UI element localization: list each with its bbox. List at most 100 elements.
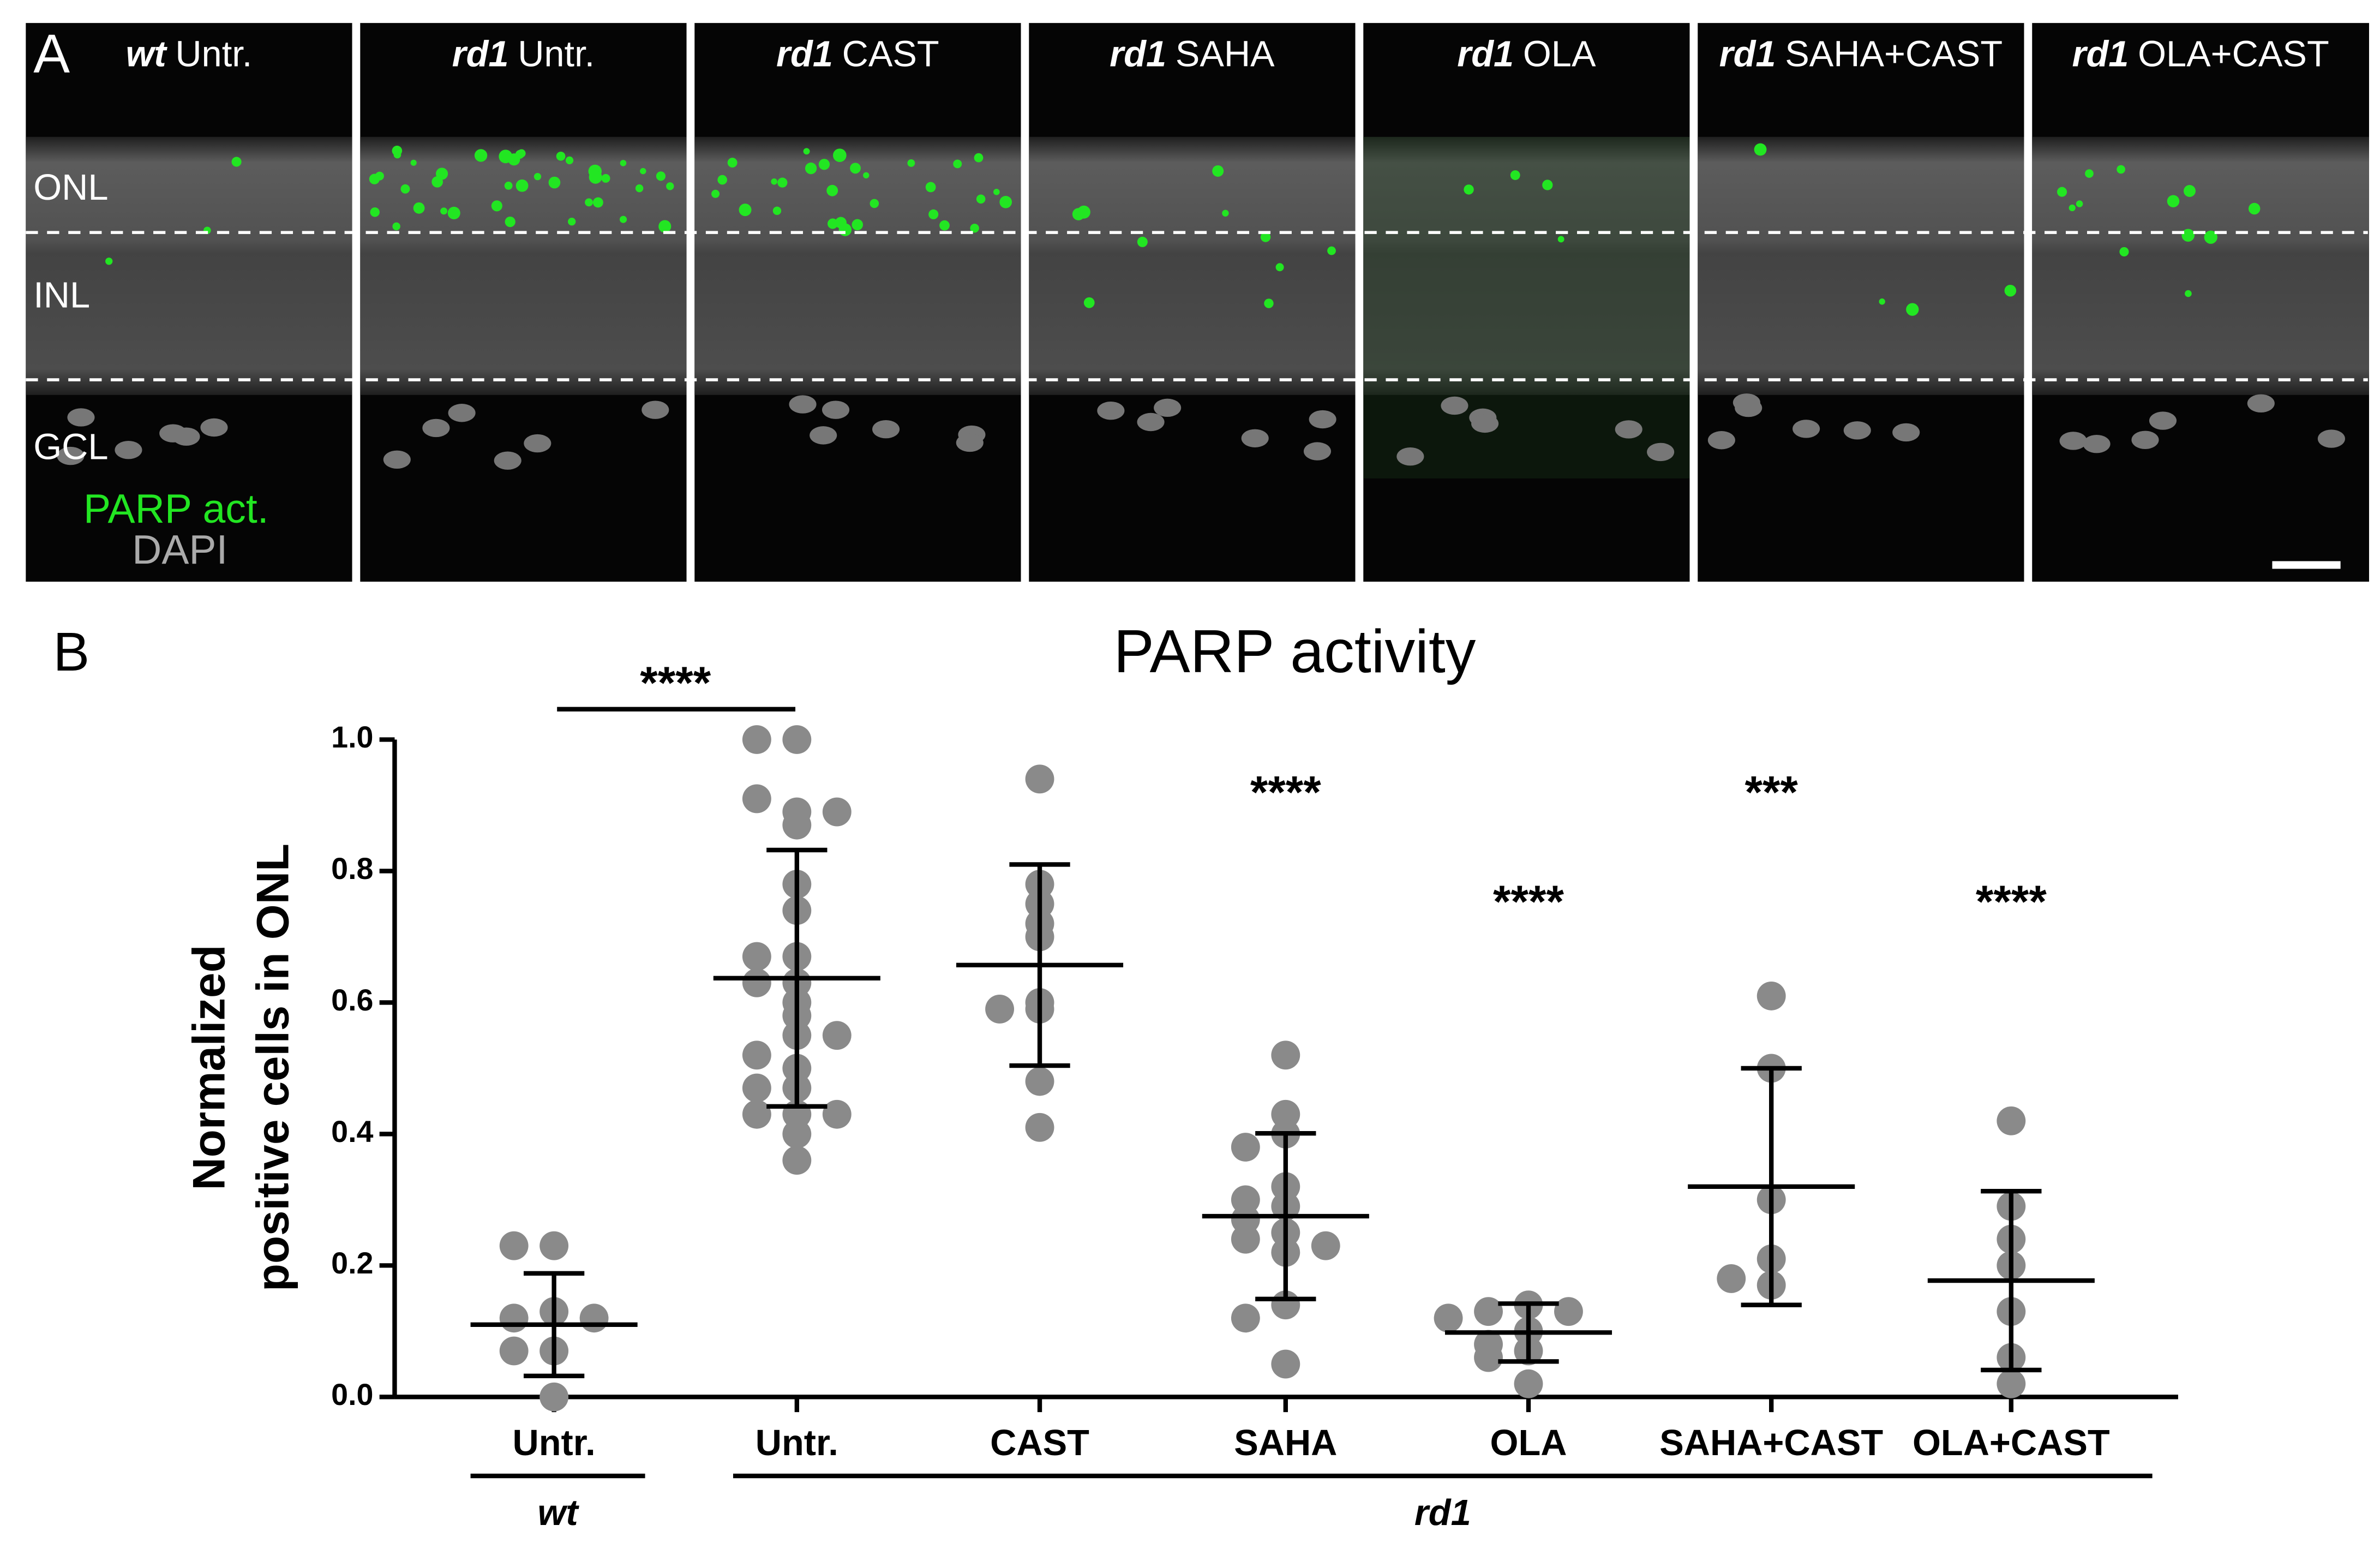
parp-cell [2117, 165, 2125, 174]
parp-cell [1077, 205, 1090, 219]
parp-cell [440, 207, 448, 215]
parp-cell [640, 168, 646, 175]
y-tick-label: 0.2 [331, 1246, 373, 1280]
tissue-layer [1698, 136, 2024, 395]
y-tick-label: 0.0 [331, 1378, 373, 1412]
parp-cell [771, 178, 777, 185]
parp-cell [832, 148, 847, 162]
gcl-nucleus [872, 420, 900, 439]
parp-cell [533, 173, 542, 181]
panel-title: wt Untr. [125, 34, 252, 74]
parp-cell [976, 194, 986, 204]
x-tick-label: OLA [1490, 1423, 1567, 1463]
parp-cell [925, 182, 936, 193]
parp-cell [1212, 165, 1224, 177]
treatment: SAHA+CAST [1785, 34, 2003, 74]
genotype: rd1 [776, 34, 833, 74]
genotype: rd1 [1719, 34, 1776, 74]
data-point [579, 1303, 609, 1333]
gcl-nucleus [200, 418, 228, 437]
significance-label: *** [1744, 767, 1798, 818]
panel-title: rd1 OLA [1457, 34, 1596, 74]
tissue-layer [694, 136, 1021, 395]
data-point [742, 1099, 771, 1129]
legend-entry: DAPI [132, 527, 227, 572]
gcl-nucleus [115, 441, 142, 459]
tissue-layer [2032, 136, 2369, 395]
gcl-nucleus [1735, 398, 1762, 417]
significance-label: **** [1250, 767, 1321, 818]
x-tick-label: Untr. [513, 1423, 596, 1463]
data-point [742, 942, 771, 971]
gcl-nucleus [159, 424, 187, 442]
panel-title: rd1 OLA+CAST [2072, 34, 2329, 74]
parp-cell [1222, 210, 1229, 217]
treatment: SAHA [1176, 34, 1275, 74]
treatment: OLA [1523, 34, 1596, 74]
gcl-nucleus [1137, 412, 1165, 432]
parp-cell [928, 209, 939, 219]
data-point [539, 1382, 569, 1412]
parp-cell [1260, 232, 1271, 242]
data-point [742, 784, 771, 814]
parp-cell [850, 163, 861, 174]
parp-cell [717, 175, 728, 185]
data-point [782, 1146, 812, 1175]
gcl-nucleus [822, 400, 850, 419]
panel-b: B PARP activity Normalized positive cell… [53, 617, 2178, 1533]
treatment: OLA+CAST [2138, 34, 2329, 74]
parp-cell [1002, 200, 1010, 208]
parp-cell [619, 216, 627, 223]
tissue-layer [1363, 136, 1690, 395]
parp-cell [658, 220, 672, 233]
parp-cell [1264, 298, 1274, 308]
data-point [985, 995, 1015, 1024]
data-point [1514, 1369, 1543, 1398]
parp-cell [1754, 143, 1767, 156]
parp-cell [410, 159, 417, 166]
parp-cell [711, 189, 720, 198]
genotype: rd1 [1110, 34, 1166, 74]
data-point [539, 1231, 569, 1260]
gcl-nucleus [422, 418, 450, 438]
parp-cell [400, 184, 410, 194]
data-point [1756, 981, 1786, 1010]
genotype: wt [125, 34, 167, 74]
gcl-nucleus [1843, 421, 1871, 440]
parp-cell [505, 216, 515, 228]
parp-cell [635, 184, 644, 193]
parp-cell [777, 177, 788, 188]
parp-cell [2085, 169, 2094, 178]
parp-cell [870, 199, 879, 208]
treatment: Untr. [175, 34, 252, 74]
parp-cell [1906, 303, 1919, 316]
x-tick-label: Untr. [756, 1423, 838, 1463]
gcl-nucleus [2149, 411, 2177, 430]
data-point [1271, 1040, 1300, 1070]
data-point [1434, 1303, 1463, 1333]
parp-cell [474, 149, 488, 162]
data-point [1025, 764, 1054, 794]
parp-cell [2248, 202, 2261, 215]
gcl-nucleus [1396, 447, 1424, 466]
parp-cell [2004, 284, 2017, 297]
data-point [1474, 1297, 1503, 1326]
parp-cell [805, 162, 817, 175]
data-point [499, 1303, 529, 1333]
parp-cell [105, 258, 113, 265]
parp-cell [585, 198, 593, 207]
parp-cell [548, 176, 561, 189]
gcl-nucleus [494, 451, 521, 470]
gcl-nucleus [789, 395, 817, 414]
gcl-nucleus [1309, 410, 1336, 429]
parp-cell [601, 174, 610, 183]
parp-cell [970, 223, 979, 233]
gcl-nucleus [2059, 432, 2087, 450]
parp-cell [727, 158, 738, 168]
parp-cell [803, 148, 810, 155]
data-point [742, 1073, 771, 1103]
data-point [1997, 1106, 2026, 1135]
parp-cell [863, 172, 870, 179]
